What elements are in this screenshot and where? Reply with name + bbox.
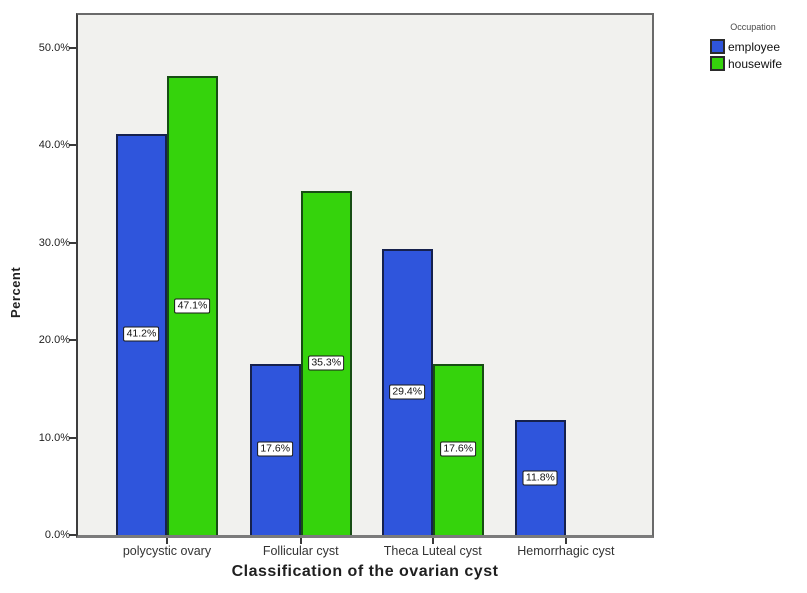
bar-housewife-follicular-cyst: 35.3% <box>300 191 352 535</box>
legend: Occupation employee housewife <box>700 22 806 72</box>
x-category-label: Hemorrhagic cyst <box>517 544 615 558</box>
y-axis-tick <box>69 144 76 147</box>
y-tick-label: 30.0% <box>38 236 70 249</box>
y-tick-label: 40.0% <box>38 139 70 152</box>
x-category-label: Follicular cyst <box>262 544 339 558</box>
x-category-label: Theca Luteal cyst <box>383 544 482 558</box>
bar-employee-theca-luteal-cyst: 29.4% <box>381 248 433 535</box>
legend-swatch-housewife <box>710 56 725 71</box>
bar-value-label: 17.6% <box>440 441 477 457</box>
legend-label-housewife: housewife <box>728 56 783 71</box>
y-axis-tick <box>69 241 76 244</box>
y-tick-label: 50.0% <box>38 42 70 55</box>
bar-employee-hemorrhagic-cyst: 11.8% <box>514 420 566 535</box>
y-axis-tick <box>69 436 76 439</box>
y-tick-label: 0.0% <box>44 529 70 541</box>
bar-value-label: 47.1% <box>174 298 211 314</box>
bar-value-label: 17.6% <box>257 441 294 457</box>
bar-housewife-theca-luteal-cyst: 17.6% <box>432 363 484 535</box>
legend-item-employee: employee <box>710 38 806 55</box>
plot-area: 41.2% 47.1% 17.6% 35.3% 29.4% 17.6% 11.8% <box>76 13 654 538</box>
legend-label-employee: employee <box>728 39 781 54</box>
y-tick-label: 10.0% <box>38 431 70 444</box>
bar-housewife-polycystic-ovary: 47.1% <box>166 76 218 535</box>
legend-item-housewife: housewife <box>710 55 806 72</box>
x-axis-tick <box>564 538 567 544</box>
x-axis-tick <box>431 538 434 544</box>
legend-title: Occupation <box>730 22 776 32</box>
x-axis-tick <box>165 538 168 544</box>
y-tick-label: 20.0% <box>38 334 70 347</box>
bar-value-label: 41.2% <box>123 326 160 342</box>
bar-value-label: 29.4% <box>389 384 426 400</box>
bar-employee-polycystic-ovary: 41.2% <box>115 133 167 535</box>
x-axis-title: Classification of the ovarian cyst <box>231 563 499 580</box>
y-axis-tick <box>69 534 76 536</box>
bar-value-label: 11.8% <box>522 470 558 486</box>
bar-value-label: 35.3% <box>308 355 345 371</box>
y-axis-tick <box>69 47 76 50</box>
bar-employee-follicular-cyst: 17.6% <box>249 363 301 535</box>
legend-swatch-employee <box>710 39 725 54</box>
x-axis-tick <box>299 538 302 544</box>
x-category-label: polycystic ovary <box>122 544 212 558</box>
y-axis-tick <box>69 339 76 342</box>
legend-items: employee housewife <box>700 38 806 72</box>
